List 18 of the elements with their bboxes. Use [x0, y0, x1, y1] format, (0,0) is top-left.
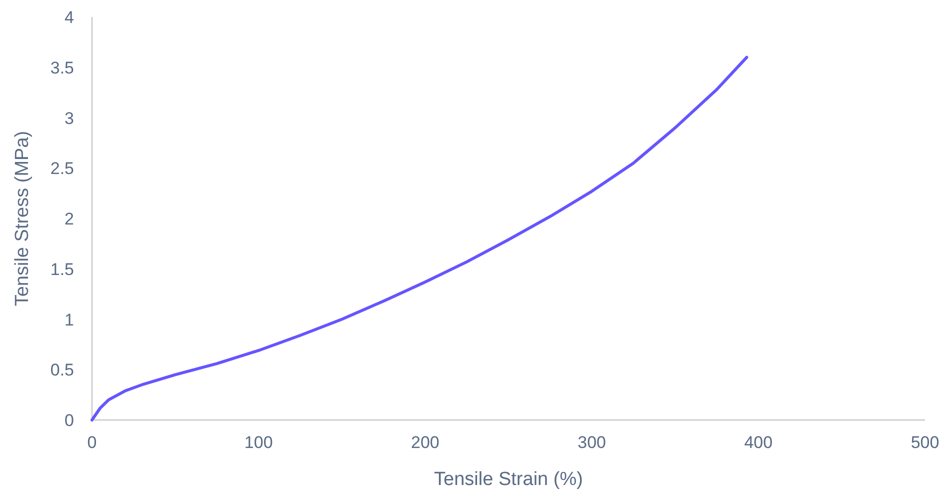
x-tick-label: 0	[87, 433, 97, 452]
x-tick-label: 300	[578, 433, 606, 452]
y-tick-label: 0	[64, 411, 74, 430]
y-tick-label: 3	[64, 108, 74, 128]
y-axis-title: Tensile Stress (MPa)	[12, 130, 33, 306]
x-tick-label: 400	[744, 433, 773, 452]
x-axis-title: Tensile Strain (%)	[434, 469, 583, 490]
y-tick-label: 2.5	[50, 159, 74, 178]
x-tick-label: 200	[411, 433, 440, 452]
y-tick-label: 0.5	[50, 360, 74, 380]
y-tick-label: 2	[64, 210, 74, 228]
y-tick-label: 4	[64, 8, 74, 27]
y-tick-label: 1	[64, 310, 74, 330]
y-tick-label: 1.5	[50, 260, 74, 279]
x-tick-label: 100	[244, 433, 273, 452]
line-series	[90, 56, 748, 422]
y-tick-label: 3.5	[50, 58, 74, 78]
x-tick-label: 500	[910, 433, 940, 452]
